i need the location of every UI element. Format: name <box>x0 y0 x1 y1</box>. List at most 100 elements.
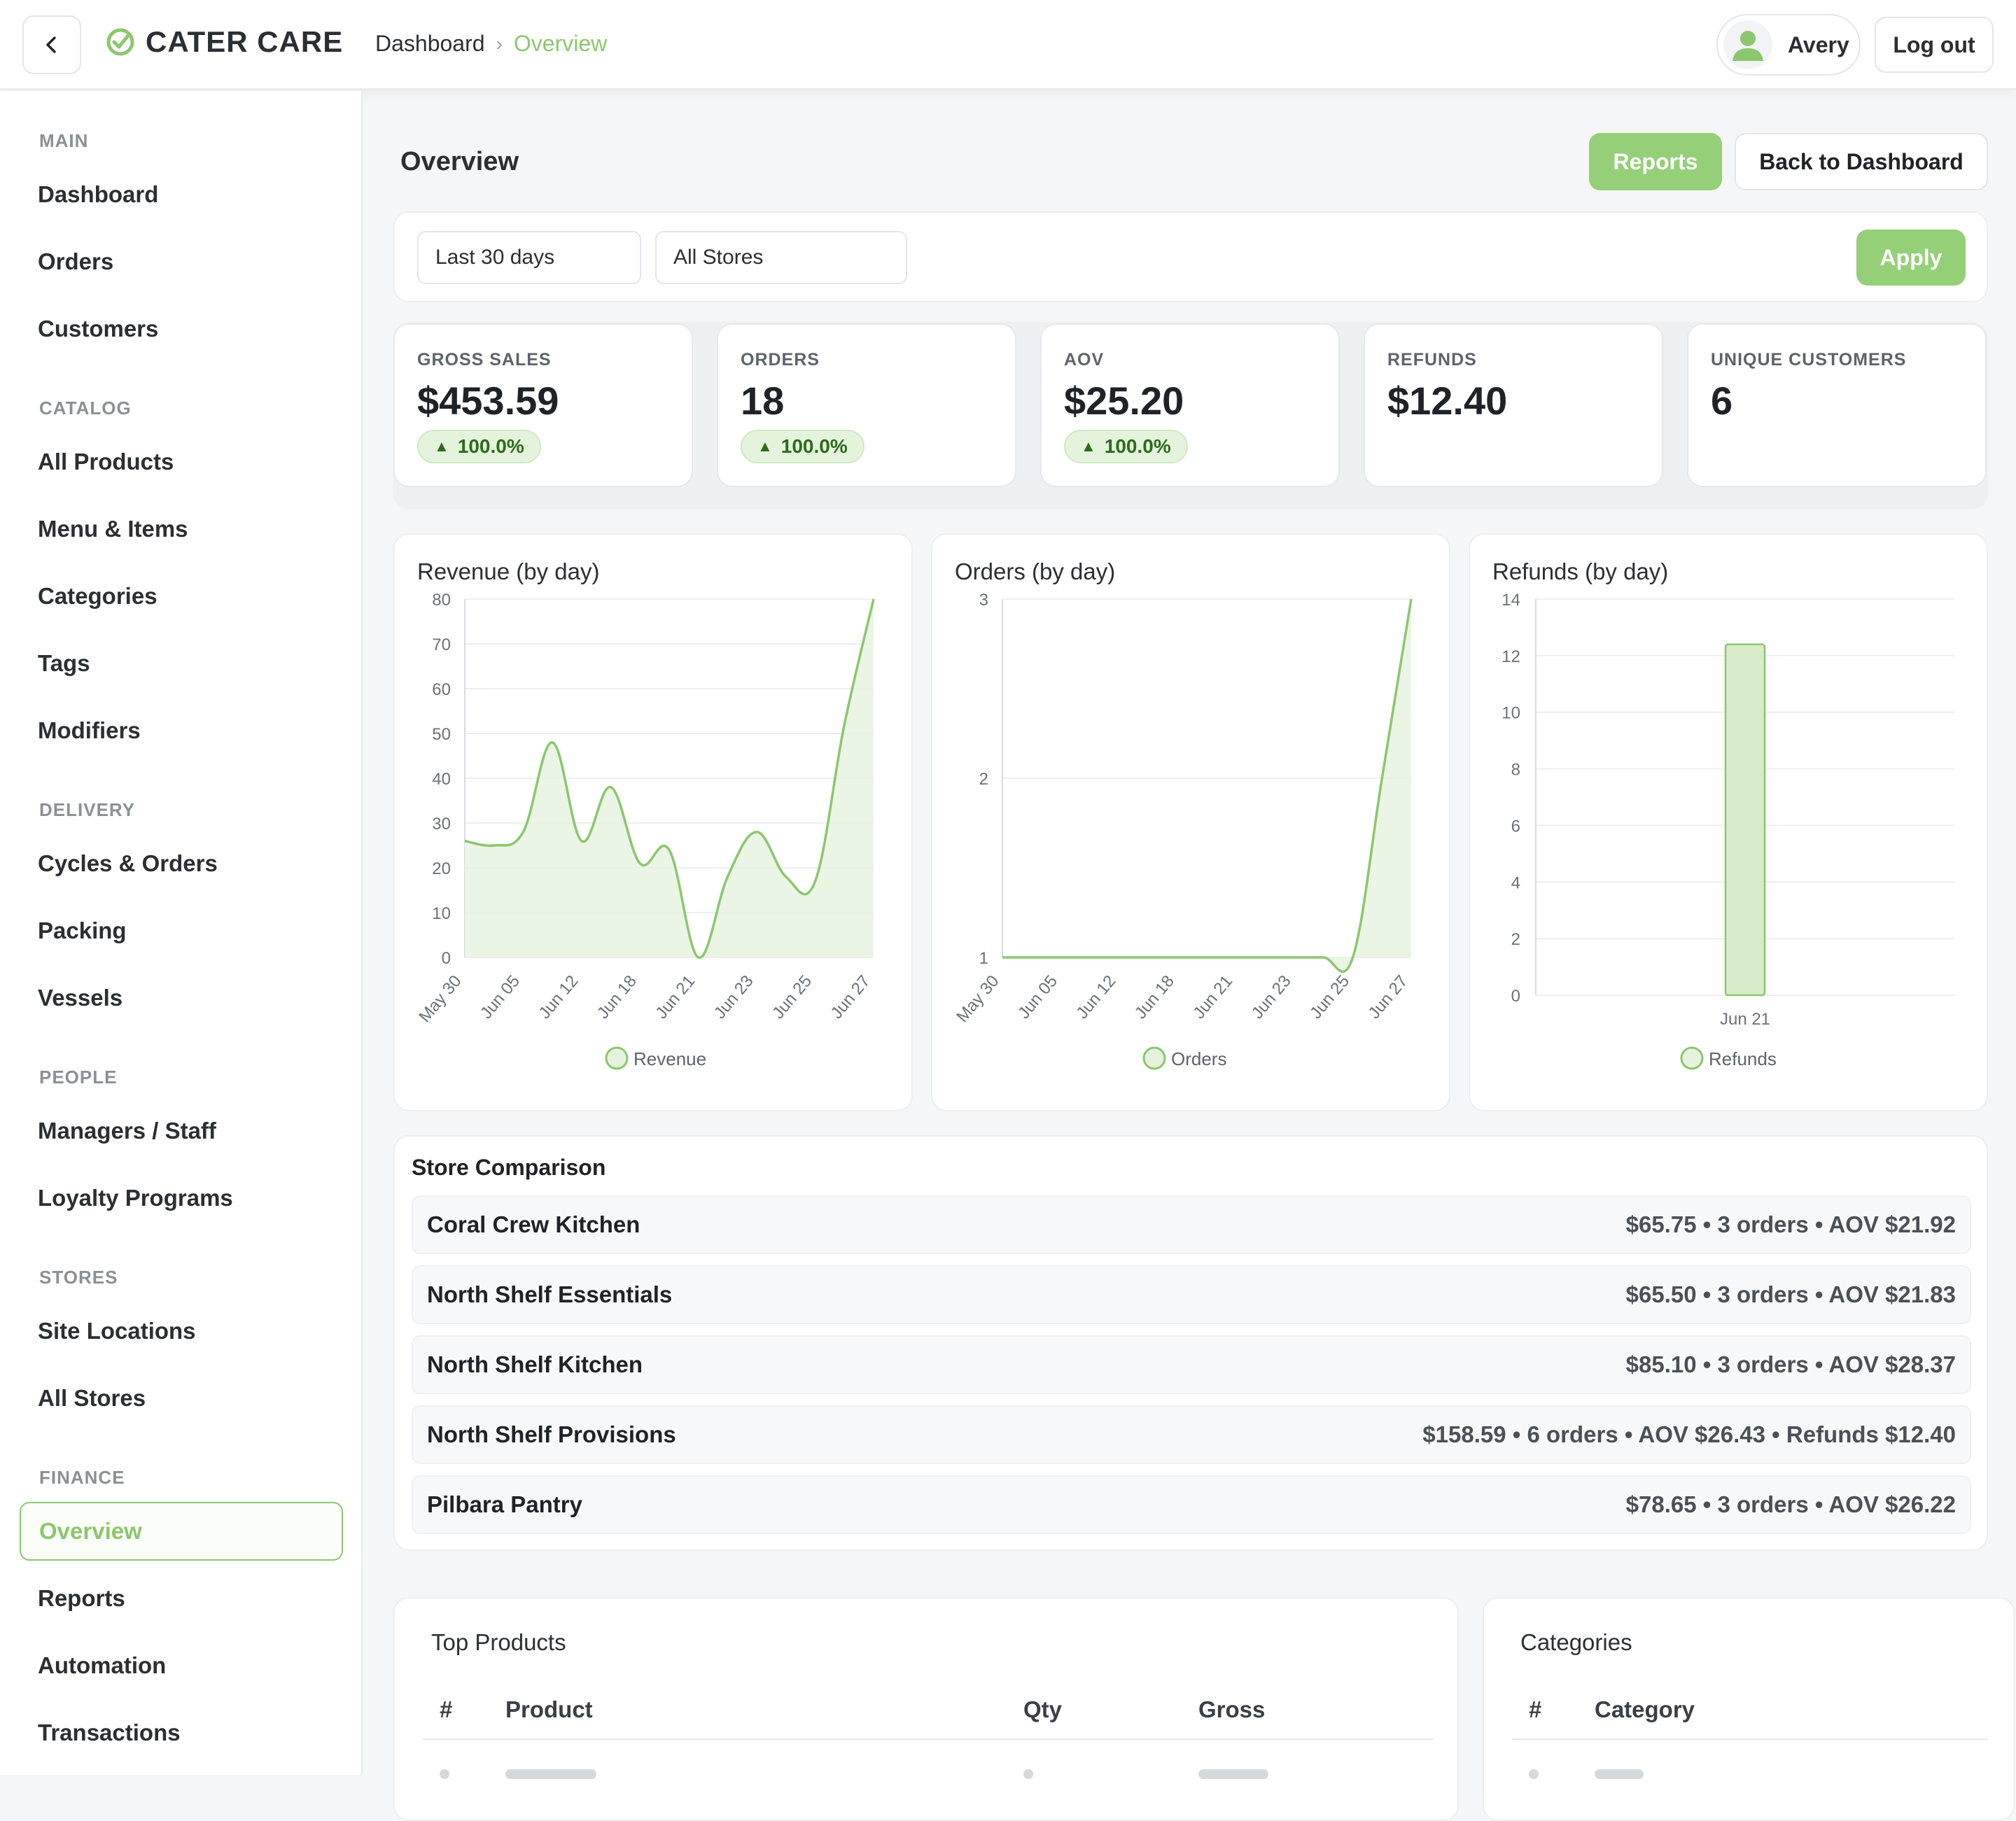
store-comparison-card: Store Comparison Coral Crew Kitchen $65.… <box>393 1135 1988 1551</box>
y-tick-label: 2 <box>979 770 988 789</box>
reports-button[interactable]: Reports <box>1589 133 1722 190</box>
kpi-unique-customers: UNIQUE CUSTOMERS 6 <box>1687 323 1987 487</box>
x-tick-label: Jun 05 <box>1014 972 1061 1023</box>
store-stats: $78.65 • 3 orders • AOV $26.22 <box>1625 1491 1956 1517</box>
y-tick-label: 1 <box>979 949 988 968</box>
x-tick-label: Jun 21 <box>1189 972 1236 1023</box>
column-header-qty[interactable]: Qty <box>1023 1696 1063 1722</box>
logo[interactable]: CATER CARE <box>105 25 343 59</box>
store-name: North Shelf Essentials <box>427 1281 673 1307</box>
column-header-rank[interactable]: # <box>1529 1696 1542 1722</box>
x-tick-label: Jun 12 <box>1072 972 1119 1023</box>
sidebar-item-all-stores[interactable]: All Stores <box>38 1385 146 1411</box>
sidebar-item-vessels[interactable]: Vessels <box>38 985 123 1011</box>
brand-name: CATER CARE <box>146 25 344 58</box>
column-header-rank[interactable]: # <box>440 1696 453 1722</box>
legend-label: Orders <box>1171 1048 1226 1069</box>
kpi-refunds: REFUNDS $12.40 <box>1364 323 1663 487</box>
sidebar-item-site-locations[interactable]: Site Locations <box>38 1318 196 1344</box>
row-peek <box>440 1769 449 1779</box>
series-area <box>465 599 874 958</box>
store-row[interactable]: North Shelf Kitchen $85.10 • 3 orders • … <box>412 1335 1971 1394</box>
y-tick-label: 40 <box>432 770 451 789</box>
row-peek <box>1023 1769 1033 1779</box>
column-header-product[interactable]: Product <box>505 1696 593 1722</box>
refunds-chart: 0 2 4 6 8 10 12 14 Jun 21 Refunds <box>1502 591 1954 1070</box>
store-row[interactable]: Pilbara Pantry $78.65 • 3 orders • AOV $… <box>412 1475 1971 1534</box>
x-tick-label: Jun 25 <box>1306 972 1353 1023</box>
avatar <box>1723 20 1772 69</box>
sidebar-item-packing[interactable]: Packing <box>38 917 127 943</box>
store-row[interactable]: North Shelf Essentials $65.50 • 3 orders… <box>412 1265 1971 1324</box>
legend-label: Revenue <box>634 1048 706 1069</box>
sidebar-item-cycles-orders[interactable]: Cycles & Orders <box>38 850 218 876</box>
sidebar-item-overview[interactable]: Overview <box>20 1502 343 1561</box>
sidebar-item-transactions[interactable]: Transactions <box>38 1720 181 1745</box>
sidebar-item-modifiers[interactable]: Modifiers <box>38 717 141 743</box>
column-header-category[interactable]: Category <box>1595 1696 1695 1722</box>
row-peek <box>1198 1769 1268 1779</box>
sidebar-item-loyalty-programs[interactable]: Loyalty Programs <box>38 1185 233 1211</box>
user-menu[interactable]: Avery <box>1716 14 1861 76</box>
categories-title: Categories <box>1520 1629 1632 1655</box>
y-tick-label: 10 <box>1502 704 1520 723</box>
sidebar-item-managers-staff[interactable]: Managers / Staff <box>38 1118 216 1144</box>
breadcrumb-dashboard[interactable]: Dashboard <box>375 31 485 56</box>
store-row[interactable]: Coral Crew Kitchen $65.75 • 3 orders • A… <box>412 1195 1971 1254</box>
date-range-select[interactable]: Last 30 days <box>417 231 641 284</box>
back-button[interactable] <box>22 15 81 74</box>
kpi-value: 6 <box>1711 379 1733 423</box>
series-line <box>464 598 875 959</box>
legend-swatch <box>1680 1046 1704 1070</box>
y-tick-label: 0 <box>442 949 451 968</box>
triangle-up-icon: ▲ <box>1081 437 1096 455</box>
header-divider <box>1512 1738 1988 1740</box>
page-title: Overview <box>400 147 519 176</box>
breadcrumb: Dashboard › Overview <box>375 31 607 57</box>
check-circle-logo-icon <box>106 28 134 56</box>
apply-button[interactable]: Apply <box>1856 230 1966 286</box>
sidebar-item-customers[interactable]: Customers <box>38 316 159 342</box>
store-select[interactable]: All Stores <box>655 231 907 284</box>
triangle-up-icon: ▲ <box>757 437 773 455</box>
triangle-up-icon: ▲ <box>434 437 449 455</box>
back-to-dashboard-button[interactable]: Back to Dashboard <box>1735 133 1988 190</box>
sidebar-item-categories[interactable]: Categories <box>38 583 158 609</box>
kpi-change-badge: ▲ 100.0% <box>1064 430 1188 463</box>
kpi-label: UNIQUE CUSTOMERS <box>1711 350 1907 370</box>
kpi-label: ORDERS <box>741 350 820 370</box>
sidebar-item-tags[interactable]: Tags <box>38 650 90 676</box>
y-tick-label: 0 <box>1511 987 1520 1006</box>
x-tick-label: Jun 23 <box>710 972 757 1023</box>
sidebar-item-menu-items[interactable]: Menu & Items <box>38 516 188 542</box>
store-row[interactable]: North Shelf Provisions $158.59 • 6 order… <box>412 1405 1971 1464</box>
revenue-chart: 0 10 20 30 40 50 60 70 80 May 30 Jun 05 Jun 12 Jun 1… <box>415 591 875 1070</box>
legend-label: Refunds <box>1709 1048 1777 1069</box>
sidebar-item-all-products[interactable]: All Products <box>38 449 174 474</box>
sidebar-item-reports[interactable]: Reports <box>38 1585 125 1611</box>
sidebar-section-finance: FINANCE <box>39 1467 125 1488</box>
kpi-change-value: 100.0% <box>1104 435 1171 457</box>
logout-button[interactable]: Log out <box>1875 17 1994 73</box>
sidebar-item-automation[interactable]: Automation <box>38 1652 167 1678</box>
refunds-chart-card: Refunds (by day) 0 2 4 6 8 10 12 14 Jun 21 Refund… <box>1469 533 1988 1111</box>
kpi-change-value: 100.0% <box>780 435 848 457</box>
categories-card: Categories # Category <box>1483 1597 2015 1821</box>
column-header-gross[interactable]: Gross <box>1198 1696 1266 1722</box>
sidebar-item-dashboard[interactable]: Dashboard <box>38 181 159 207</box>
sidebar-item-orders[interactable]: Orders <box>38 248 114 274</box>
sidebar-section-delivery: DELIVERY <box>39 799 136 820</box>
sidebar-section-catalog: CATALOG <box>39 398 132 419</box>
x-tick-label: Jun 21 <box>1720 1010 1770 1029</box>
chart-title: Revenue (by day) <box>417 558 600 584</box>
kpi-label: GROSS SALES <box>417 350 552 370</box>
y-tick-label: 70 <box>432 635 451 654</box>
x-tick-label: May 30 <box>953 972 1002 1027</box>
kpi-change-badge: ▲ 100.0% <box>741 430 864 463</box>
kpi-label: AOV <box>1064 350 1105 370</box>
kpi-label: REFUNDS <box>1387 350 1477 370</box>
store-stats: $85.10 • 3 orders • AOV $28.37 <box>1625 1351 1956 1377</box>
x-tick-label: Jun 18 <box>594 972 640 1023</box>
kpi-change-value: 100.0% <box>457 435 524 457</box>
